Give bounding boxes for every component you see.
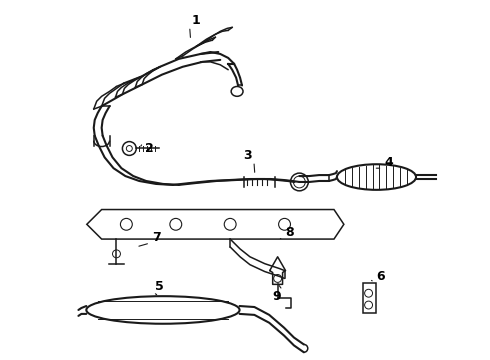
Text: 7: 7 (151, 231, 160, 244)
Text: 6: 6 (376, 270, 385, 283)
Text: 8: 8 (285, 226, 294, 239)
Text: 2: 2 (145, 142, 153, 155)
Text: 1: 1 (191, 14, 200, 27)
Text: 9: 9 (272, 290, 281, 303)
Text: 5: 5 (155, 280, 163, 293)
Text: 4: 4 (384, 156, 392, 169)
Bar (363, 283, 375, 313)
Text: 3: 3 (244, 149, 252, 162)
